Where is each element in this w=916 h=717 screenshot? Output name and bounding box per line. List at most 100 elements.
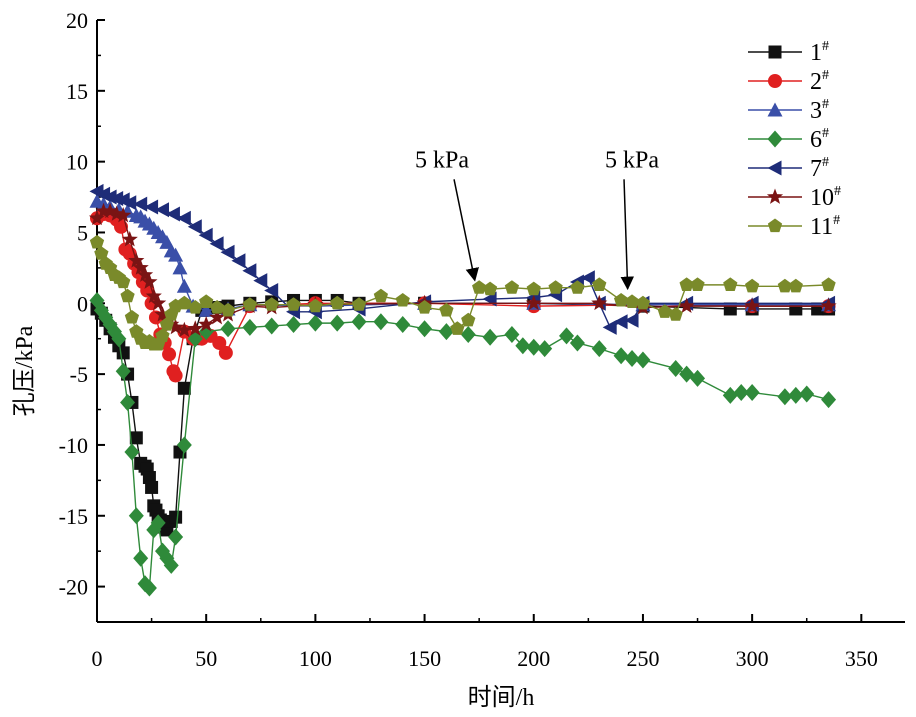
- x-tick-label: 0: [92, 646, 103, 671]
- data-point-10: [141, 273, 158, 289]
- data-point-10: [525, 294, 542, 311]
- data-point-11: [94, 246, 109, 260]
- data-point-11: [450, 321, 465, 335]
- legend-marker: [768, 45, 782, 59]
- data-point-11: [635, 295, 651, 310]
- data-point-10: [176, 321, 193, 338]
- legend-marker: [767, 102, 783, 117]
- data-point-11: [330, 295, 345, 310]
- data-point-11: [155, 328, 170, 342]
- data-point-10: [678, 297, 695, 314]
- x-tick-label: 50: [195, 646, 217, 671]
- data-point-11: [482, 281, 498, 296]
- data-point-11: [504, 280, 520, 294]
- data-point-6: [120, 393, 136, 411]
- data-point-11: [209, 300, 225, 314]
- data-point-6: [417, 320, 433, 338]
- legend-label-superscript: #: [822, 97, 829, 112]
- data-point-3: [168, 247, 184, 262]
- data-point-10: [121, 231, 138, 247]
- data-point-6: [690, 369, 706, 387]
- x-tick-label: 300: [736, 646, 769, 671]
- legend-label: 7#: [810, 155, 829, 182]
- data-point-11: [461, 312, 476, 327]
- legend-label-superscript: #: [822, 68, 829, 83]
- data-point-6: [133, 549, 149, 567]
- data-point-11: [613, 292, 629, 307]
- data-point-2: [168, 368, 183, 383]
- x-tick-label: 350: [845, 646, 878, 671]
- x-axis-ticks: 0 50 100 150 200 250 300 350: [92, 614, 878, 671]
- data-point-6: [624, 350, 640, 368]
- legend-item-3: 3#: [748, 97, 829, 124]
- data-point-6: [115, 362, 131, 380]
- data-point-6: [460, 325, 476, 343]
- data-point-6: [242, 318, 258, 336]
- data-point-6: [141, 579, 157, 597]
- data-point-1: [129, 431, 143, 445]
- annotation-label: 5 kPa: [415, 147, 469, 173]
- data-point-6: [111, 330, 127, 348]
- data-point-6: [351, 313, 367, 331]
- data-point-11: [526, 281, 541, 296]
- data-point-10: [145, 287, 162, 304]
- data-point-7: [102, 189, 117, 205]
- annotation-label: 5 kPa: [605, 147, 659, 173]
- data-point-6: [635, 351, 651, 369]
- annotation-arrow: [453, 179, 479, 282]
- data-point-11: [624, 294, 640, 308]
- data-point-11: [745, 278, 760, 293]
- data-point-11: [373, 288, 389, 303]
- data-point-11: [472, 280, 487, 294]
- data-point-7: [155, 202, 170, 218]
- series-11: [89, 234, 836, 351]
- y-tick-label: 10: [66, 150, 88, 175]
- data-point-11: [439, 302, 454, 317]
- y-axis-title: 孔压/kPa: [12, 325, 38, 416]
- data-point-10: [209, 308, 226, 325]
- legend-item-6: 6#: [748, 126, 829, 153]
- legend-label-superscript: #: [834, 184, 841, 199]
- data-point-3: [172, 260, 188, 275]
- legend-marker: [766, 188, 784, 204]
- data-point-6: [668, 359, 684, 377]
- data-point-2: [212, 335, 227, 350]
- data-point-6: [329, 314, 345, 332]
- data-point-10: [128, 252, 145, 268]
- data-point-11: [124, 309, 140, 324]
- data-point-7: [580, 270, 595, 286]
- data-point-6: [373, 313, 389, 331]
- data-point-7: [122, 195, 137, 211]
- data-point-11: [116, 274, 131, 289]
- data-point-10: [102, 202, 119, 219]
- data-point-10: [115, 206, 132, 223]
- data-point-7: [198, 227, 213, 243]
- data-point-7: [133, 196, 148, 212]
- legend-item-1: 1#: [748, 39, 829, 66]
- data-point-11: [788, 278, 803, 293]
- y-axis-ticks: 20 15 10 5 0 -5 -10 -15 -20: [59, 8, 105, 600]
- data-point-11: [220, 302, 236, 317]
- data-point-7: [613, 314, 628, 330]
- data-point-10: [820, 297, 837, 314]
- data-point-2: [218, 345, 233, 360]
- data-point-7: [242, 263, 257, 279]
- data-point-11: [120, 288, 135, 303]
- data-point-6: [128, 507, 144, 525]
- legend-label: 10#: [810, 184, 841, 211]
- data-point-7: [144, 199, 159, 215]
- legend-marker: [767, 218, 783, 233]
- x-axis-title: 时间/h: [468, 684, 535, 711]
- data-point-11: [264, 297, 279, 311]
- data-point-2: [162, 347, 177, 362]
- data-point-10: [95, 202, 112, 219]
- data-point-11: [199, 294, 214, 308]
- legend-item-7: 7#: [748, 155, 829, 182]
- series-layer: [88, 183, 837, 597]
- data-point-3: [176, 278, 192, 293]
- y-tick-label: 5: [77, 220, 88, 245]
- data-point-1: [116, 346, 130, 360]
- legend-label: 11#: [810, 213, 840, 240]
- data-point-1: [145, 480, 159, 494]
